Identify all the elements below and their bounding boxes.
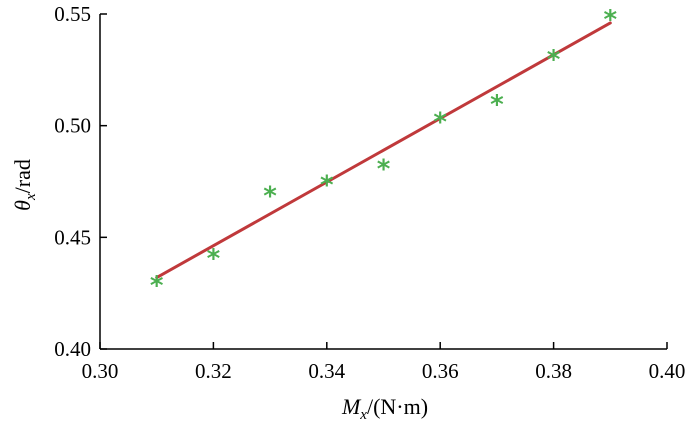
x-axis-label-unit: /(N·m) xyxy=(367,394,428,419)
data-point: * xyxy=(433,108,447,138)
data-point: * xyxy=(490,90,504,120)
fit-line xyxy=(155,21,612,280)
x-axis-label-sub: x xyxy=(359,407,367,423)
x-tick-label: 0.38 xyxy=(535,359,572,383)
data-point: * xyxy=(377,155,391,185)
x-tick-label: 0.40 xyxy=(649,359,686,383)
plot-area: * * * * * * * * * xyxy=(150,5,618,301)
x-tick-label: 0.34 xyxy=(308,359,345,383)
data-point: * xyxy=(207,244,221,274)
y-axis-ticks: 0.40 0.45 0.50 0.55 xyxy=(54,2,107,361)
y-axis-label-var: θ xyxy=(10,200,35,211)
data-point: * xyxy=(320,170,334,200)
x-axis-label-var: M xyxy=(341,394,362,419)
x-tick-label: 0.32 xyxy=(195,359,232,383)
y-axis-label: θx/rad xyxy=(10,159,39,211)
y-axis-label-sub: x xyxy=(23,193,39,201)
x-tick-label: 0.30 xyxy=(82,359,119,383)
x-axis-label: Mx/(N·m) xyxy=(341,394,428,423)
x-axis-ticks: 0.30 0.32 0.34 0.36 0.38 0.40 xyxy=(82,342,686,383)
y-tick-label: 0.45 xyxy=(54,225,91,249)
data-point: * xyxy=(263,181,277,211)
y-tick-label: 0.50 xyxy=(54,114,91,138)
axes xyxy=(99,14,667,350)
data-point: * xyxy=(150,271,164,301)
data-point: * xyxy=(547,45,561,75)
y-axis-label-unit: /rad xyxy=(10,159,35,193)
x-tick-label: 0.36 xyxy=(422,359,459,383)
y-tick-label: 0.55 xyxy=(54,2,91,26)
y-tick-label: 0.40 xyxy=(54,337,91,361)
data-point: * xyxy=(603,5,617,35)
